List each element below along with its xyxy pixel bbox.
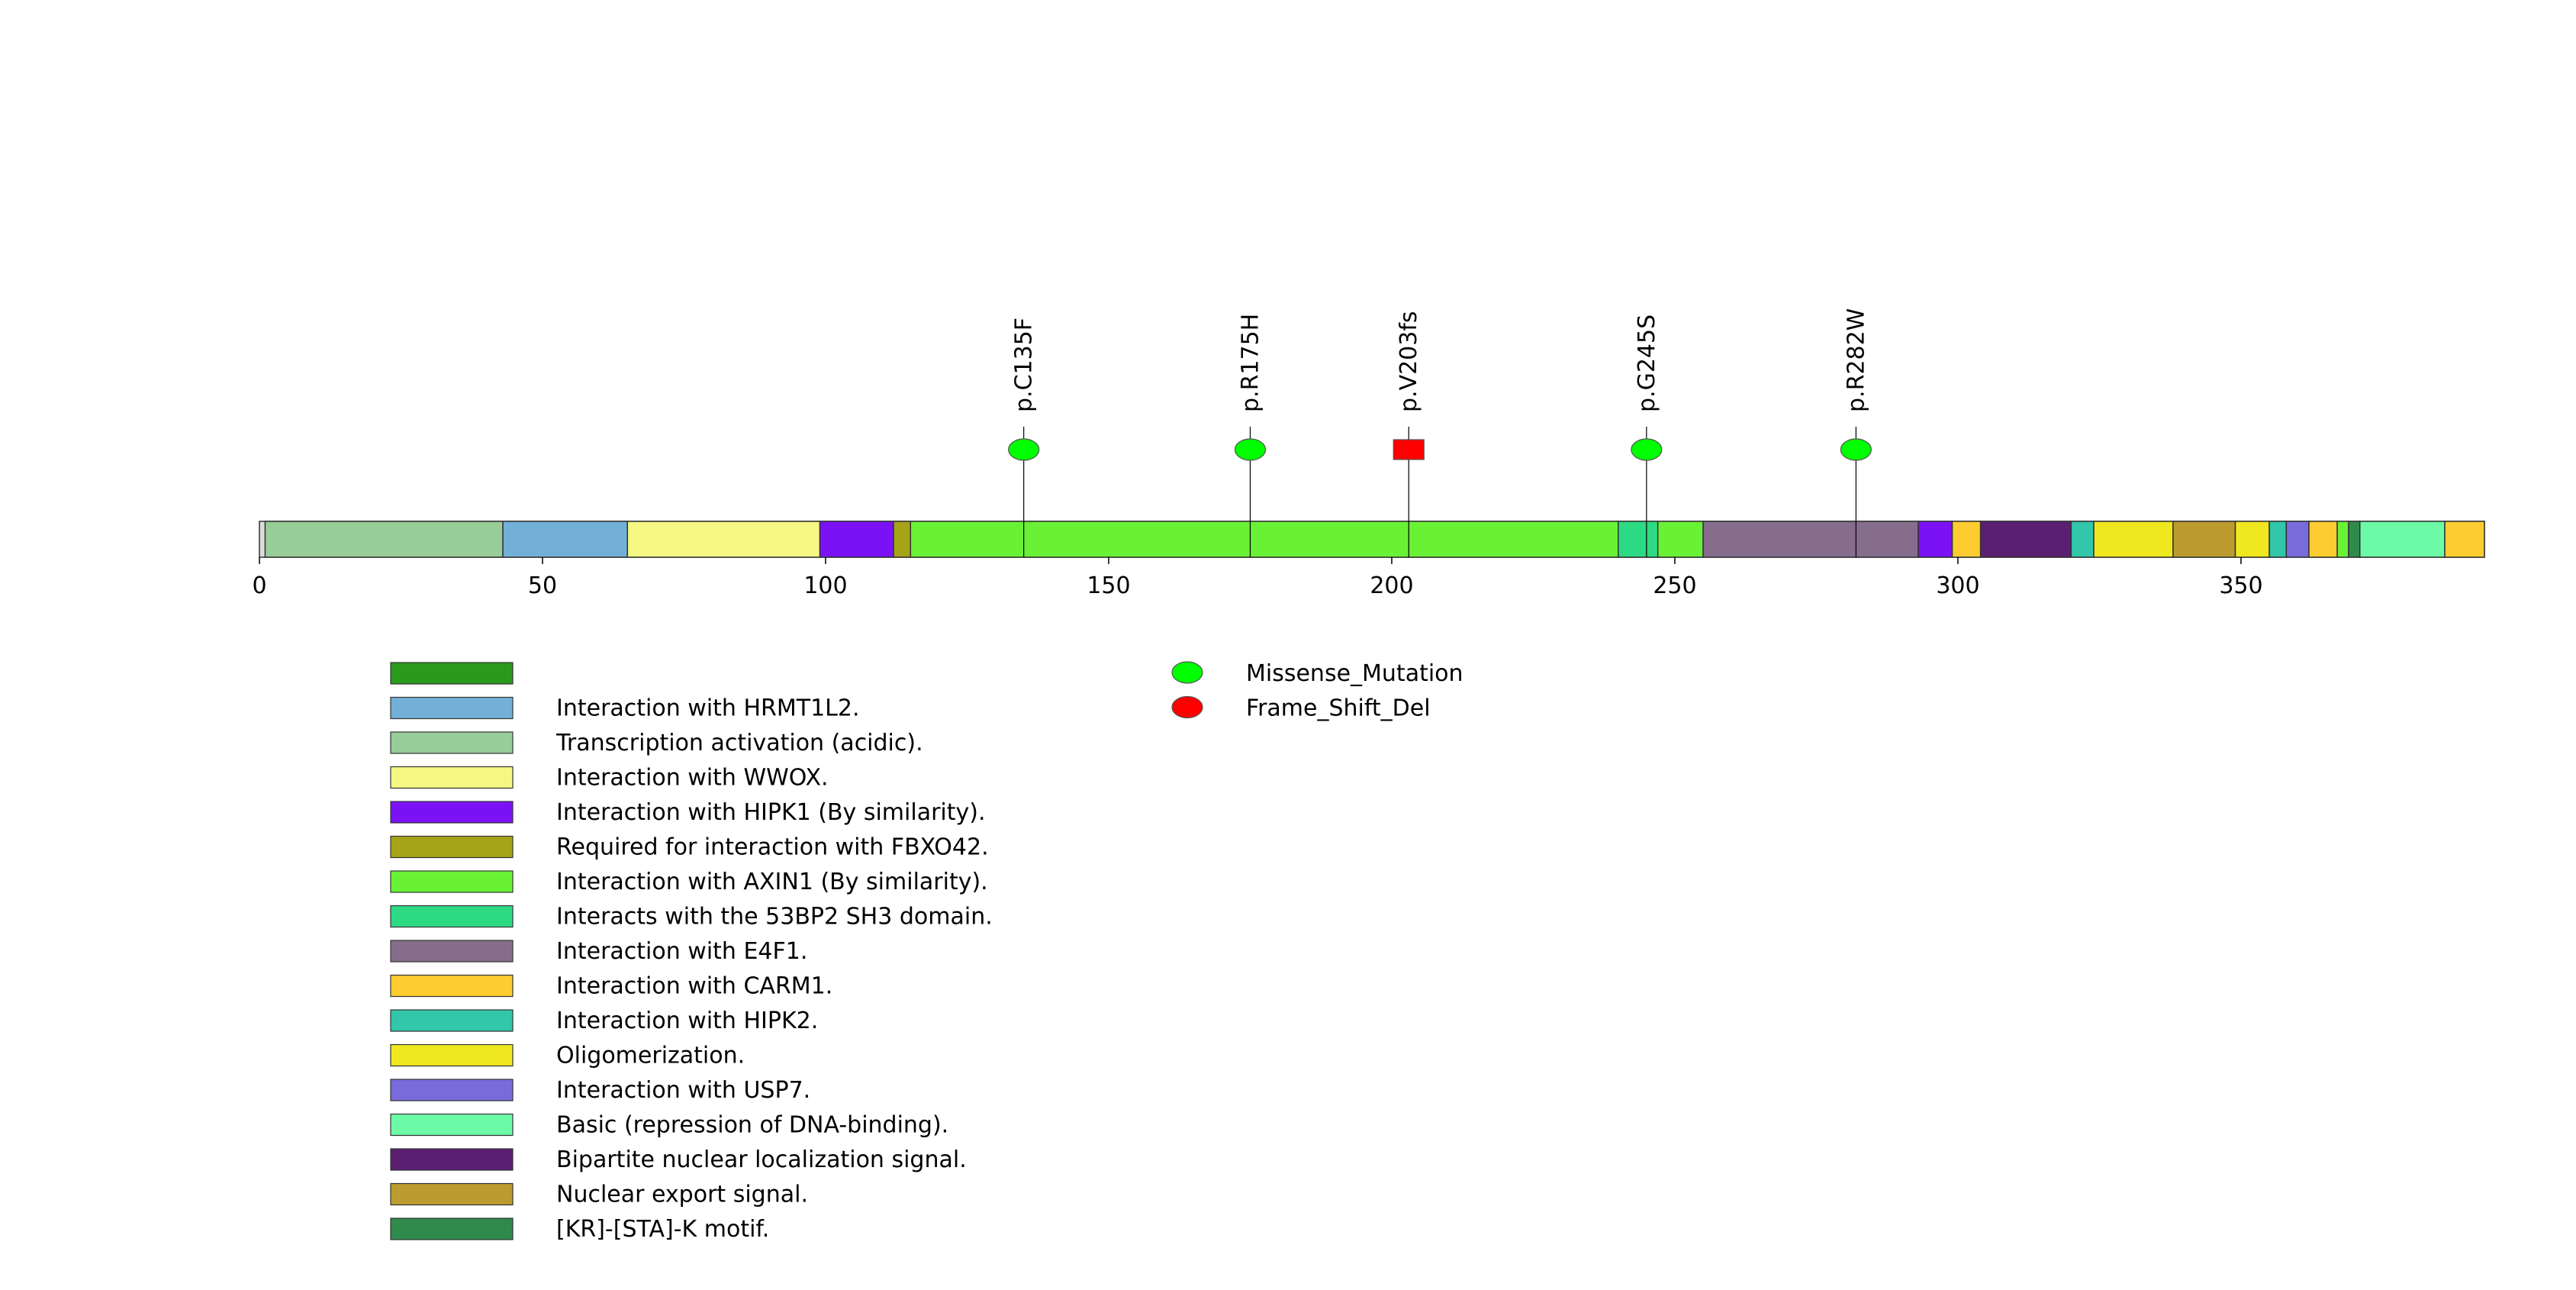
domain-segment: Interaction with HIPK2. xyxy=(2268,521,2288,558)
axis-tick-label: 150 xyxy=(1087,572,1130,599)
frameshift-marker xyxy=(1393,439,1425,460)
domain-segment: Interaction with CARM1. xyxy=(2308,521,2338,558)
legend-label: Interaction with AXIN1 (By similarity). xyxy=(556,869,988,895)
mutation-legend: Missense_Mutation Frame_Shift_Del xyxy=(1171,660,1463,722)
legend-swatch xyxy=(390,1009,514,1032)
legend-label: Interaction with HIPK1 (By similarity). xyxy=(556,799,986,826)
domain-segment: Interaction with HIPK2. xyxy=(2070,521,2095,558)
mutation-legend-label: Missense_Mutation xyxy=(1246,660,1463,687)
domain-segment: Interaction with E4F1. xyxy=(1702,521,1919,558)
position-axis: 0 50 100 150 200 250 300 350 xyxy=(252,557,2263,599)
missense-marker xyxy=(1840,438,1872,461)
domain-segment: [KR]-[STA]-K motif. xyxy=(2348,521,2361,558)
axis-tick-label: 250 xyxy=(1653,572,1696,599)
domain-segment: Transcription activation (acidic). xyxy=(264,521,504,558)
domain-segment: Interaction with USP7. xyxy=(2285,521,2310,558)
domain-segment: Interaction with AXIN1 (By similarity). xyxy=(1657,521,1704,558)
domain-segment: Interaction with HRMT1L2. xyxy=(502,521,629,558)
domain-segment: Oligomerization. xyxy=(2093,521,2174,558)
legend-label: Required for interaction with FBXO42. xyxy=(556,834,989,861)
legend-swatch xyxy=(390,870,514,893)
legend-swatch xyxy=(390,940,514,963)
mutation-label: p.R282W xyxy=(1843,308,1869,412)
domain-segment: Interaction with CARM1. xyxy=(2444,521,2485,558)
domain-segment: Interaction with CARM1. xyxy=(1951,521,1982,558)
mutation-label: p.R175H xyxy=(1237,314,1264,412)
mutation-markers: p.C135F p.R175H p.V203fs p.G245S p.R282W xyxy=(1008,308,1872,557)
axis-tick-label: 200 xyxy=(1370,572,1413,599)
mutation-label: p.G245S xyxy=(1634,314,1660,412)
missense-marker xyxy=(1234,438,1267,461)
legend-label: Interaction with CARM1. xyxy=(556,973,832,1000)
axis-tick-label: 300 xyxy=(1936,572,1979,599)
legend-label: Interacts with the 53BP2 SH3 domain. xyxy=(556,904,993,930)
legend-label: Interaction with USP7. xyxy=(556,1077,810,1104)
legend-swatch xyxy=(390,1079,514,1101)
mutation-legend-marker xyxy=(1171,695,1203,719)
mutation-legend-label: Frame_Shift_Del xyxy=(1246,695,1431,722)
domain-segment: Interaction with HIPK1 (By similarity). xyxy=(819,521,894,558)
domain-segment: Interaction with WWOX. xyxy=(626,521,821,558)
domain-segment: Interaction with HIPK1 (By similarity). xyxy=(1918,521,1953,558)
legend-swatch xyxy=(390,1217,514,1240)
legend-swatch xyxy=(390,1148,514,1171)
legend-label: Bipartite nuclear localization signal. xyxy=(556,1146,967,1173)
legend-swatch xyxy=(390,731,514,754)
mutation-legend-marker xyxy=(1171,661,1203,684)
legend-swatch xyxy=(390,801,514,824)
mutation-label: p.V203fs xyxy=(1396,311,1422,412)
legend-swatch xyxy=(390,835,514,859)
domain-segment: Interaction with AXIN1 (By similarity). xyxy=(2336,521,2349,558)
domain-segment: Bipartite nuclear localization signal. xyxy=(1979,521,2072,558)
legend-swatch xyxy=(390,905,514,928)
domain-segment: Basic (repression of DNA-binding). xyxy=(2359,521,2446,558)
missense-marker xyxy=(1631,438,1663,461)
axis-tick-label: 350 xyxy=(2219,572,2262,599)
axis-tick-label: 100 xyxy=(803,572,847,599)
legend-label: Interaction with E4F1. xyxy=(556,938,807,965)
legend-label: Interaction with HIPK2. xyxy=(556,1008,818,1034)
domain-segment: Oligomerization. xyxy=(2234,521,2270,558)
legend-label: Nuclear export signal. xyxy=(556,1182,808,1208)
axis-tick-label: 0 xyxy=(252,572,266,599)
missense-marker xyxy=(1008,438,1040,461)
domain-legend: Interaction with HRMT1L2. Transcription a… xyxy=(390,662,993,1243)
legend-swatch xyxy=(390,696,514,720)
legend-label: Basic (repression of DNA-binding). xyxy=(556,1112,948,1139)
legend-label: Oligomerization. xyxy=(556,1043,745,1069)
domain-segments: Transcription activation (acidic).Intera… xyxy=(264,521,2485,558)
legend-label: Interaction with HRMT1L2. xyxy=(556,695,860,722)
legend-label: Interaction with WWOX. xyxy=(556,765,829,792)
legend-swatch xyxy=(390,1043,514,1067)
legend-swatch xyxy=(390,766,514,789)
legend-swatch xyxy=(390,974,514,998)
legend-label: Transcription activation (acidic). xyxy=(555,730,923,756)
domain-segment: Nuclear export signal. xyxy=(2172,521,2236,558)
domain-segment: Interaction with AXIN1 (By similarity). xyxy=(910,521,1619,558)
mutation-label: p.C135F xyxy=(1011,318,1038,412)
domain-segment: Interacts with the 53BP2 SH3 domain. xyxy=(1618,521,1659,558)
legend-swatch xyxy=(390,1113,514,1137)
axis-tick-label: 50 xyxy=(528,572,557,599)
legend-swatch xyxy=(390,662,514,685)
legend-label: [KR]-[STA]-K motif. xyxy=(556,1216,769,1243)
legend-swatch xyxy=(390,1182,514,1206)
domain-segment: Required for interaction with FBXO42. xyxy=(893,521,912,558)
